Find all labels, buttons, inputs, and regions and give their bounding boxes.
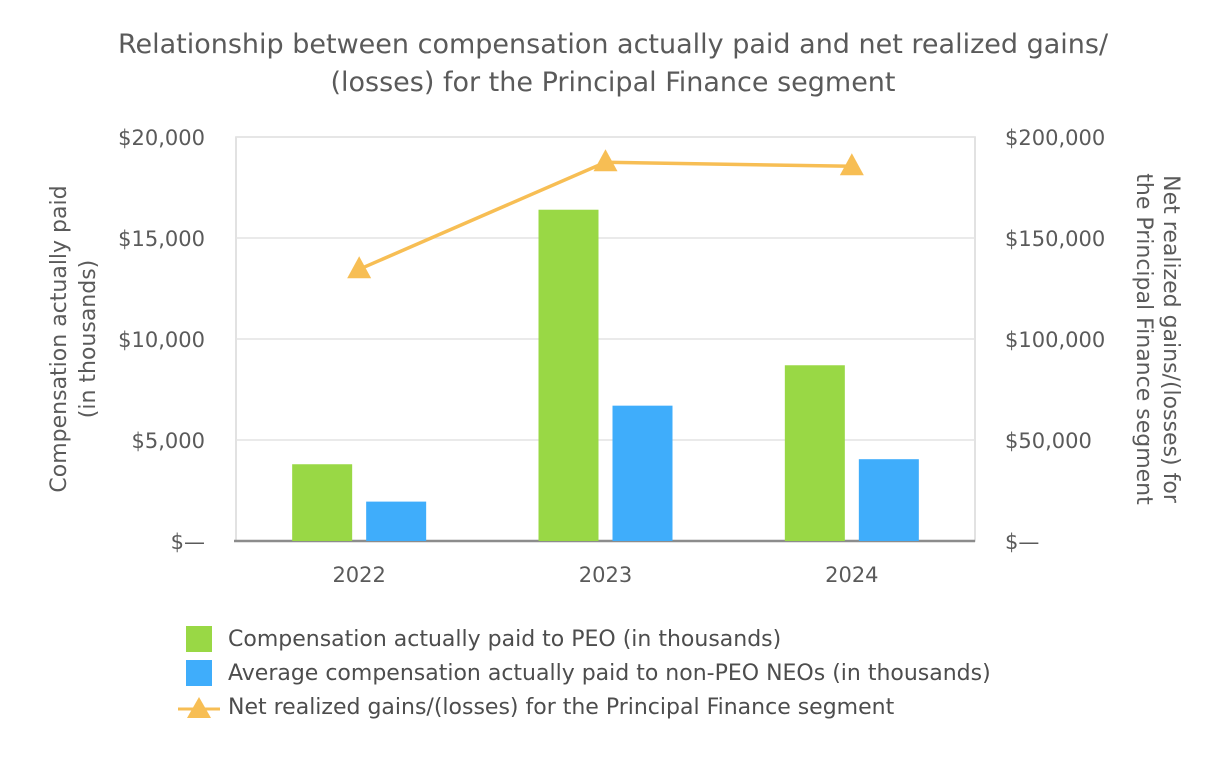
legend-label-peo: Compensation actually paid to PEO (in th… (228, 626, 782, 652)
y-tick-label: $20,000 (118, 126, 205, 150)
y-tick-label: $15,000 (118, 227, 205, 251)
y2-tick-label: $50,000 (1005, 429, 1092, 453)
bar-series (292, 209, 919, 541)
bar-peo-2023 (538, 209, 599, 541)
bar-non-peo-2023 (612, 405, 673, 541)
x-tick-label: 2024 (825, 563, 878, 587)
y2-axis-label-line: the Principal Finance segment (1131, 173, 1156, 505)
line-series (347, 149, 864, 279)
y2-axis-label: Net realized gains/(losses) forthe Princ… (1131, 173, 1183, 505)
y2-tick-label: $— (1005, 530, 1039, 554)
x-tick-label: 2022 (332, 563, 385, 587)
y-axis-label-line: (in thousands) (76, 260, 101, 419)
y-tick-label: $5,000 (132, 429, 205, 453)
legend-label-net-gains: Net realized gains/(losses) for the Prin… (228, 694, 895, 720)
bar-non-peo-2022 (366, 501, 427, 541)
legend-item-non-peo: Average compensation actually paid to no… (186, 656, 991, 690)
chart-title-line-1: Relationship between compensation actual… (117, 29, 1109, 60)
bar-peo-2022 (292, 464, 353, 541)
y2-tick-label: $150,000 (1005, 227, 1105, 251)
y-tick-label: $— (171, 530, 205, 554)
legend-item-net-gains: Net realized gains/(losses) for the Prin… (178, 690, 991, 724)
gridlines (234, 136, 976, 543)
legend-swatch-peo (186, 626, 212, 652)
y2-tick-label: $100,000 (1005, 328, 1105, 352)
net-gains-marker-2024 (839, 153, 864, 176)
net-gains-marker-2023 (593, 149, 618, 172)
legend-swatch-net-gains (178, 697, 220, 718)
net-gains-marker-2022 (347, 256, 372, 279)
axis-ticks: $— $5,000 $10,000 $15,000 $20,000 $— $50,000 $1… (118, 126, 1105, 587)
chart-title: Relationship between compensation actual… (0, 26, 1226, 102)
bar-non-peo-2024 (858, 459, 919, 541)
y-tick-label: $10,000 (118, 328, 205, 352)
net-gains-line (358, 160, 852, 271)
y-axis-label: Compensation actually paid (in thousands) (47, 185, 101, 492)
bar-peo-2024 (784, 365, 845, 541)
y2-tick-label: $200,000 (1005, 126, 1105, 150)
legend-label-non-peo: Average compensation actually paid to no… (228, 660, 991, 686)
chart-title-line-2: (losses) for the Principal Finance segme… (330, 67, 896, 98)
y-axis-label-line: Compensation actually paid (47, 185, 72, 492)
y2-axis-label-line: Net realized gains/(losses) for (1158, 175, 1183, 504)
legend-item-peo: Compensation actually paid to PEO (in th… (186, 622, 991, 656)
legend: Compensation actually paid to PEO (in th… (178, 622, 991, 724)
x-tick-label: 2023 (579, 563, 632, 587)
legend-swatch-non-peo (186, 660, 212, 686)
axis-labels: Compensation actually paid (in thousands)… (47, 173, 1183, 505)
